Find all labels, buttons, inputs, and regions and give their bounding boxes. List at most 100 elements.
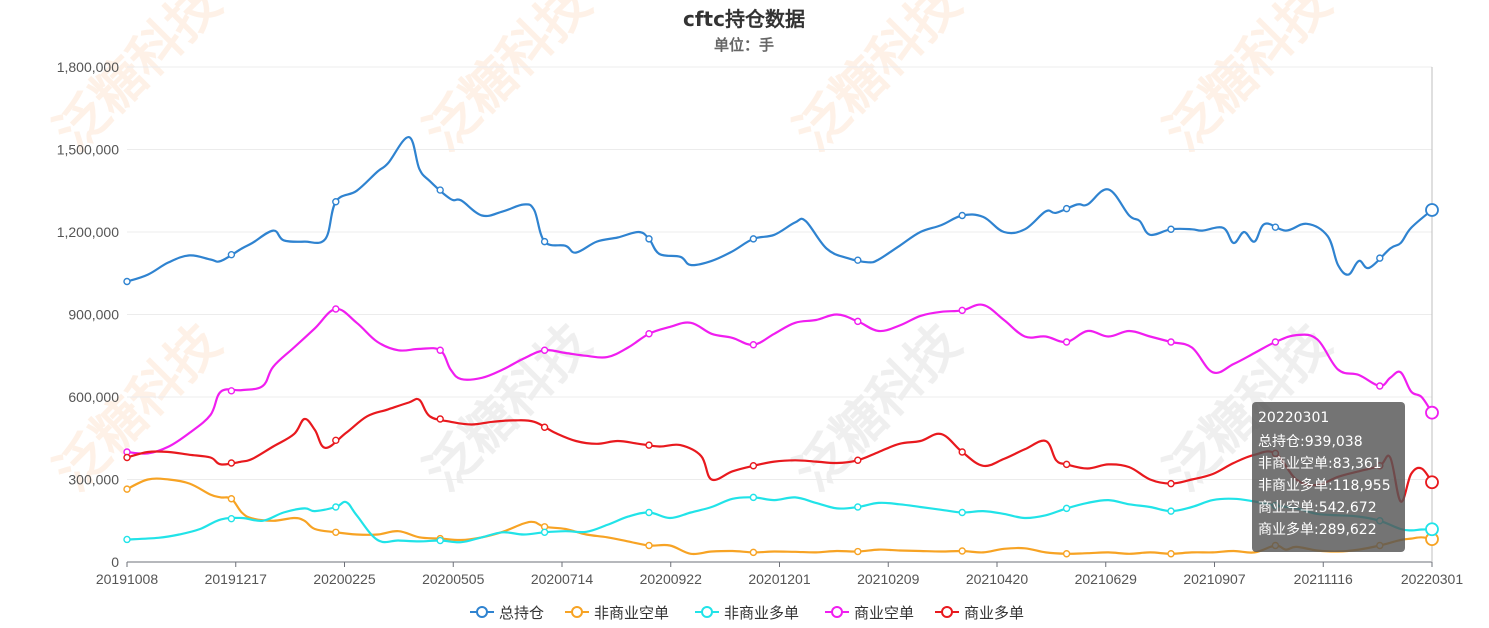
data-point[interactable] <box>958 547 966 555</box>
tooltip-date: 20220301 <box>1258 410 1329 426</box>
data-point[interactable] <box>227 250 236 259</box>
data-point[interactable] <box>854 503 862 511</box>
data-point[interactable] <box>227 495 236 503</box>
data-point[interactable] <box>436 346 444 354</box>
y-tick-label: 300,000 <box>68 472 119 488</box>
data-point[interactable] <box>332 198 340 206</box>
data-point[interactable] <box>1062 338 1071 346</box>
data-point[interactable] <box>1376 254 1384 262</box>
data-point[interactable] <box>749 341 758 349</box>
highlight-point[interactable] <box>1425 475 1439 490</box>
data-point[interactable] <box>645 235 653 243</box>
watermark-text: 泛糖科技 <box>783 313 973 503</box>
data-point[interactable] <box>123 277 131 286</box>
data-point[interactable] <box>1167 507 1175 515</box>
series-3 <box>123 303 1439 456</box>
data-point[interactable] <box>749 235 758 243</box>
data-point[interactable] <box>854 456 862 464</box>
data-point[interactable] <box>123 485 131 493</box>
tooltip-line: 商业空单:542,672 <box>1258 500 1377 516</box>
series-line <box>126 477 1433 556</box>
y-tick-label: 1,500,000 <box>57 142 119 158</box>
data-point[interactable] <box>1062 204 1071 213</box>
x-tick-label: 20210629 <box>1075 571 1138 587</box>
series-0 <box>123 136 1439 286</box>
data-point[interactable] <box>854 317 862 326</box>
x-tick-label: 20211116 <box>1294 571 1353 587</box>
data-point[interactable] <box>958 211 966 220</box>
data-point[interactable] <box>540 528 549 536</box>
highlight-point[interactable] <box>1425 203 1439 217</box>
data-point[interactable] <box>1062 460 1071 469</box>
data-point[interactable] <box>1376 382 1384 390</box>
watermark-text: 泛糖科技 <box>43 0 233 163</box>
tooltip-line: 非商业多单:118,955 <box>1258 477 1391 494</box>
watermark-text: 泛糖科技 <box>413 313 603 503</box>
data-point[interactable] <box>540 237 549 246</box>
data-point[interactable] <box>645 441 653 449</box>
data-point[interactable] <box>1271 338 1280 346</box>
highlight-point[interactable] <box>1425 405 1439 420</box>
data-point[interactable] <box>123 453 131 462</box>
data-point[interactable] <box>749 462 758 470</box>
data-point[interactable] <box>645 541 653 550</box>
y-tick-label: 0 <box>111 554 119 570</box>
x-axis: 20191008 20191217 20200225 20200505 20200714… <box>96 562 1464 587</box>
legend-item[interactable]: 总持仓 <box>470 604 544 622</box>
data-point[interactable] <box>332 305 340 313</box>
chart-title: cftc持仓数据 <box>683 7 805 31</box>
data-point[interactable] <box>332 436 340 445</box>
data-point[interactable] <box>227 459 236 467</box>
data-point[interactable] <box>436 536 444 545</box>
data-point[interactable] <box>854 547 862 556</box>
data-point[interactable] <box>645 330 653 338</box>
data-point[interactable] <box>1167 550 1175 558</box>
data-point[interactable] <box>332 503 340 511</box>
x-tick-label: 20210420 <box>966 571 1029 587</box>
legend-item[interactable]: 商业空单 <box>825 604 914 622</box>
x-tick-label: 20191008 <box>96 571 159 587</box>
y-tick-label: 1,200,000 <box>57 224 119 240</box>
data-point[interactable] <box>1167 338 1175 346</box>
series-line <box>126 496 1433 544</box>
data-point[interactable] <box>123 535 131 544</box>
x-tick-label: 20200505 <box>422 571 485 587</box>
x-tick-label: 20210209 <box>857 571 920 587</box>
y-tick-label: 900,000 <box>68 307 119 323</box>
data-point[interactable] <box>540 423 549 431</box>
data-point[interactable] <box>1167 225 1175 233</box>
series-line <box>126 397 1433 503</box>
data-point[interactable] <box>1167 479 1175 488</box>
legend-item[interactable]: 非商业空单 <box>565 604 669 622</box>
watermark-text: 泛糖科技 <box>783 0 973 163</box>
data-point[interactable] <box>436 415 444 423</box>
data-point[interactable] <box>749 493 758 502</box>
data-point[interactable] <box>854 256 862 264</box>
data-point[interactable] <box>1062 550 1071 558</box>
data-point[interactable] <box>436 186 444 194</box>
legend-marker <box>831 606 843 618</box>
data-point[interactable] <box>332 528 340 536</box>
legend[interactable]: 总持仓 非商业空单 非商业多单 商业空单 商业多单 <box>470 604 1024 622</box>
x-tick-label: 20200225 <box>313 571 376 587</box>
data-point[interactable] <box>227 514 236 523</box>
data-point[interactable] <box>645 508 653 517</box>
data-point[interactable] <box>1271 223 1280 231</box>
y-tick-label: 1,800,000 <box>57 59 119 75</box>
data-point[interactable] <box>540 346 549 354</box>
data-point[interactable] <box>958 448 966 456</box>
legend-item[interactable]: 非商业多单 <box>695 604 799 622</box>
legend-marker <box>941 606 953 618</box>
data-point[interactable] <box>958 508 966 517</box>
highlight-point[interactable] <box>1425 522 1439 537</box>
tooltip-line: 非商业空单:83,361 <box>1258 456 1382 472</box>
tooltip-box <box>1252 402 1405 552</box>
legend-marker <box>476 606 488 618</box>
x-tick-label: 20220301 <box>1401 571 1464 587</box>
data-point[interactable] <box>1062 504 1071 513</box>
data-point[interactable] <box>749 548 758 557</box>
data-point[interactable] <box>227 387 236 395</box>
data-point[interactable] <box>958 306 966 315</box>
legend-item[interactable]: 商业多单 <box>935 604 1024 622</box>
chart-subtitle: 单位：手 <box>714 36 774 54</box>
